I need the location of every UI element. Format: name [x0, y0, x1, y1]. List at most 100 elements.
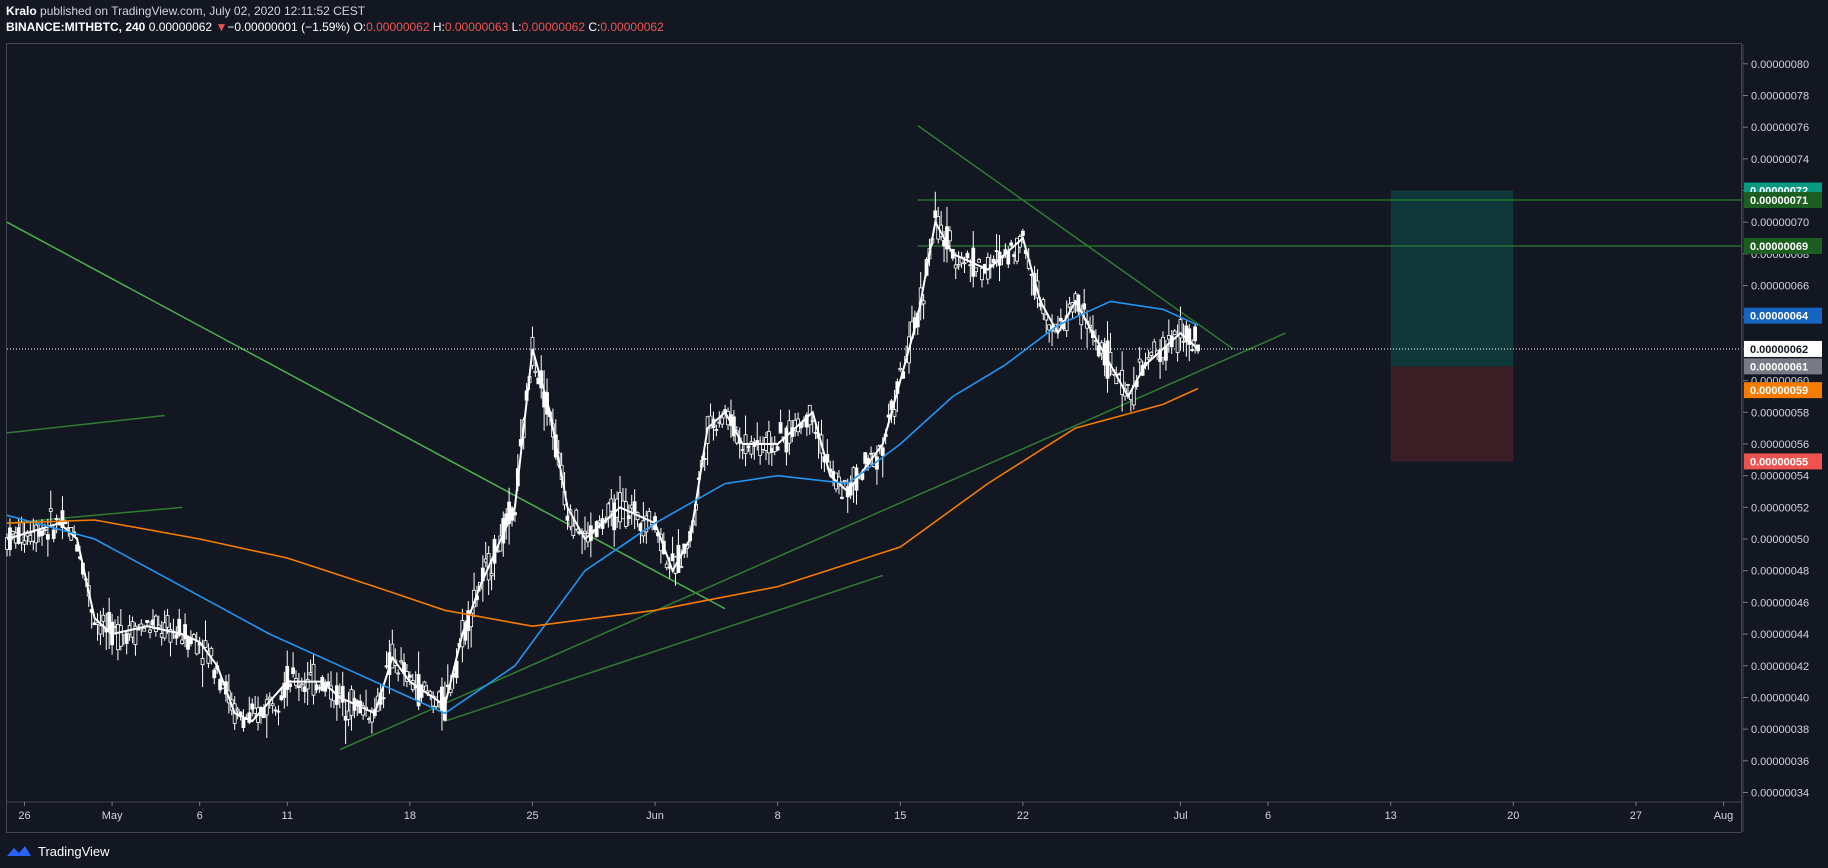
candle-body — [1175, 335, 1180, 354]
x-tick-label: May — [102, 810, 123, 822]
trendline[interactable] — [6, 221, 726, 610]
trendline[interactable] — [444, 574, 883, 722]
candle-body — [107, 612, 112, 631]
price-label-badge — [1744, 382, 1822, 399]
candle-body — [880, 447, 885, 456]
candle-body — [48, 508, 53, 512]
y-tick-label: 0.00000048 — [1751, 566, 1809, 578]
y-tick-label: 0.00000058 — [1751, 407, 1809, 419]
candle-body — [720, 417, 725, 425]
candle-body — [98, 625, 103, 635]
candle-body — [45, 534, 50, 540]
footer: TradingView — [6, 840, 110, 862]
candle-body — [962, 262, 967, 265]
y-tick-label: 0.00000044 — [1751, 629, 1809, 641]
candle-body — [305, 679, 310, 690]
symbol-label[interactable]: BINANCE:MITHBTC, 240 — [6, 20, 146, 34]
candle-body — [1137, 358, 1142, 363]
candle-body — [1058, 317, 1063, 322]
candle-body — [1193, 326, 1198, 342]
candle-body — [767, 431, 771, 454]
candle-body — [323, 682, 328, 692]
candle-body — [422, 681, 427, 687]
candle-body — [1126, 384, 1130, 386]
x-tick-label: 15 — [894, 810, 906, 822]
y-tick-label: 0.00000078 — [1751, 90, 1809, 102]
y-tick-label: 0.00000070 — [1751, 217, 1809, 229]
candle-body — [533, 370, 538, 373]
price-label-text: 0.00000059 — [1750, 385, 1808, 397]
candle-body — [1082, 303, 1087, 310]
candle-body — [1146, 356, 1151, 360]
candle-body — [407, 674, 412, 678]
price-label-badge — [1744, 453, 1822, 470]
candle-body — [1172, 330, 1177, 336]
candle-body — [679, 566, 684, 568]
price-label-text: 0.00000062 — [1750, 344, 1808, 356]
y-tick-label: 0.00000066 — [1751, 281, 1809, 293]
brand-name[interactable]: TradingView — [38, 843, 110, 859]
x-tick-label: 6 — [197, 810, 203, 822]
candle-body — [168, 629, 173, 643]
x-tick-label: 25 — [526, 810, 538, 822]
y-tick-label: 0.00000046 — [1751, 597, 1809, 609]
y-tick-label: 0.00000080 — [1751, 59, 1809, 71]
y-tick-label: 0.00000036 — [1751, 756, 1809, 768]
candle-body — [626, 515, 631, 519]
candle-body — [247, 712, 252, 723]
open-value: 0.00000062 — [366, 20, 430, 34]
x-tick-label: 8 — [775, 810, 781, 822]
candle-body — [965, 252, 970, 259]
candle-body — [299, 683, 304, 686]
price-label-text: 0.00000055 — [1750, 456, 1808, 468]
candle-body — [270, 703, 275, 706]
candle-body — [153, 615, 158, 633]
y-tick-label: 0.00000038 — [1751, 724, 1809, 736]
y-tick-label: 0.00000052 — [1751, 502, 1809, 514]
candle-body — [977, 259, 981, 263]
candle-body — [863, 452, 868, 464]
candle-body — [921, 300, 926, 305]
candle-body — [980, 267, 984, 281]
tradingview-logo-icon — [7, 846, 31, 856]
candle-body — [953, 264, 958, 269]
trendline[interactable] — [339, 332, 1286, 751]
candle-body — [174, 634, 179, 639]
close-value: 0.00000062 — [600, 20, 664, 34]
price-label-text: 0.00000071 — [1750, 195, 1808, 207]
candle-body — [813, 432, 818, 434]
candle-body — [749, 441, 754, 455]
candle-body — [775, 446, 780, 451]
stop-loss-zone[interactable] — [1390, 366, 1514, 462]
candle-body — [991, 258, 996, 264]
candle-body — [250, 703, 255, 710]
candle-body — [124, 633, 129, 644]
x-tick-label: 22 — [1017, 810, 1029, 822]
series-line-price — [6, 219, 1199, 723]
candle-body — [583, 530, 587, 534]
candle-body — [326, 681, 331, 686]
candle-body — [95, 622, 100, 625]
close-label: C: — [588, 20, 601, 34]
candle-body — [1190, 349, 1195, 351]
trendline[interactable] — [6, 414, 165, 434]
candle-body — [276, 710, 281, 713]
x-tick-label: 13 — [1385, 810, 1397, 822]
candle-body — [148, 629, 152, 633]
y-tick-label: 0.00000076 — [1751, 122, 1809, 134]
candle-body — [40, 530, 44, 536]
change-down-icon: ▼ — [215, 20, 228, 34]
author-name[interactable]: Kralo — [6, 4, 37, 18]
chart-frame[interactable] — [6, 43, 1742, 833]
candle-body — [63, 521, 68, 525]
candle-body — [19, 522, 24, 543]
candle-body — [571, 525, 576, 536]
take-profit-zone[interactable] — [1390, 190, 1514, 367]
candle-body — [933, 210, 938, 219]
trendline[interactable] — [917, 124, 1234, 350]
candle-body — [361, 705, 366, 716]
candle-body — [714, 429, 719, 431]
series-line-ma_blue — [6, 300, 1199, 715]
published-text: published on TradingView.com, July 02, 2… — [40, 4, 366, 18]
